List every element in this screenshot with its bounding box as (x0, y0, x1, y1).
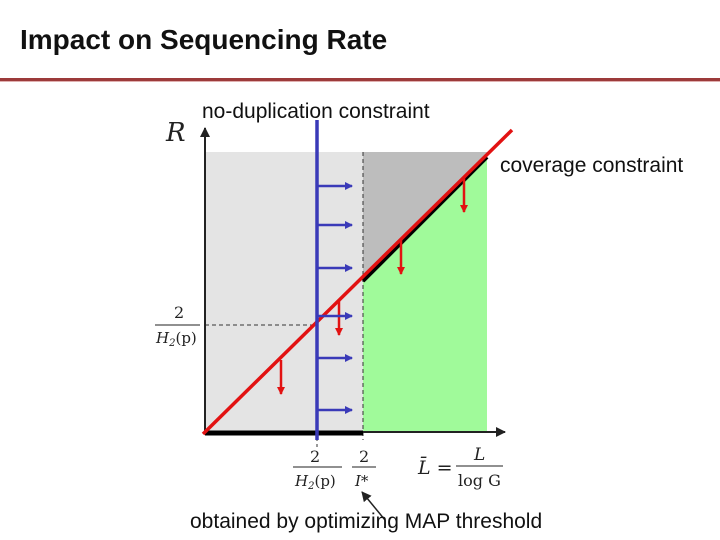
y-axis-label: R (165, 118, 186, 148)
optimal-boundary-diagonal (361, 155, 489, 283)
map-threshold-label: obtained by optimizing MAP threshold (190, 510, 543, 533)
y-tick-denominator: H2(p) (155, 329, 197, 349)
coverage-constraint-line (201, 128, 514, 436)
slide-title: Impact on Sequencing Rate (20, 24, 388, 55)
x-tick-1-numerator: 2 (310, 447, 320, 466)
x-tick-1-denominator: H2(p) (294, 472, 336, 492)
no-duplication-label: no-duplication constraint (202, 100, 430, 123)
lbar-formula-denominator: log G (458, 471, 501, 490)
coverage-label: coverage constraint (500, 154, 684, 177)
y-tick-numerator: 2 (174, 303, 184, 322)
lbar-formula-numerator: L (473, 445, 485, 465)
x-tick-2-denominator: I* (354, 472, 369, 490)
title-divider (0, 78, 720, 81)
map-threshold-pointer (361, 491, 386, 521)
feasible-region-light (205, 152, 363, 432)
map-threshold-region (363, 155, 487, 432)
title-divider-shadow (0, 81, 720, 82)
lbar-formula-lhs: L̄ = (417, 456, 453, 479)
x-tick-2-numerator: 2 (359, 447, 369, 466)
